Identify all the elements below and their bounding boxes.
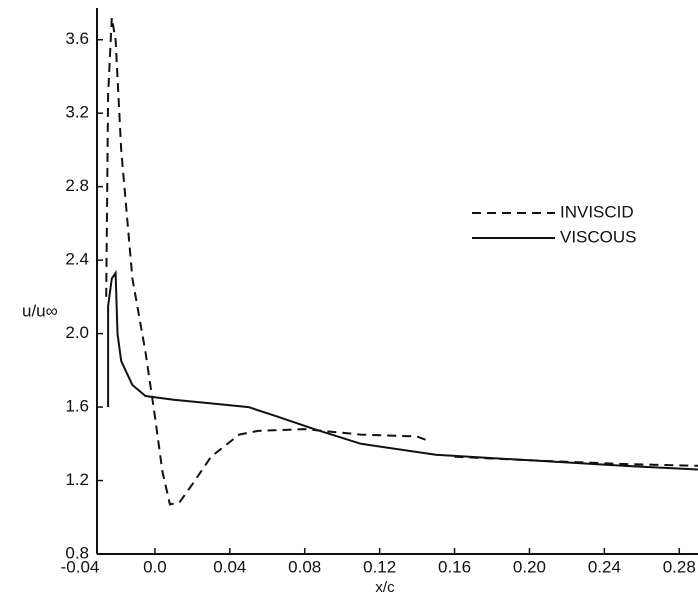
x-axis-label: x/c (375, 579, 395, 596)
y-tick-label: 2.4 (65, 250, 89, 269)
y-tick-label: 1.6 (65, 397, 89, 416)
x-tick-label: 0.20 (513, 557, 546, 576)
x-tick-label: 0.04 (213, 557, 246, 576)
x-tick-label: 0.24 (588, 557, 621, 576)
data-line (105, 17, 698, 506)
legend-label: INVISCID (560, 202, 634, 221)
x-tick-label: 0.28 (663, 557, 696, 576)
x-tick-label: -0.04 (61, 557, 100, 576)
y-tick-label: 0.8 (65, 543, 89, 562)
y-tick-label: 1.2 (65, 470, 89, 489)
y-axis-label: u/u∞ (22, 301, 58, 320)
x-tick-label: 0.16 (438, 557, 471, 576)
y-tick-label: 3.2 (65, 103, 89, 122)
data-line (107, 269, 698, 471)
y-tick-label: 2.8 (65, 176, 89, 195)
x-tick-label: 0.12 (363, 557, 396, 576)
y-tick-label: 3.6 (65, 29, 89, 48)
x-tick-label: 0.0 (143, 557, 167, 576)
legend-label: VISCOUS (560, 227, 637, 246)
y-tick-label: 2.0 (65, 323, 89, 342)
x-tick-label: 0.08 (288, 557, 321, 576)
